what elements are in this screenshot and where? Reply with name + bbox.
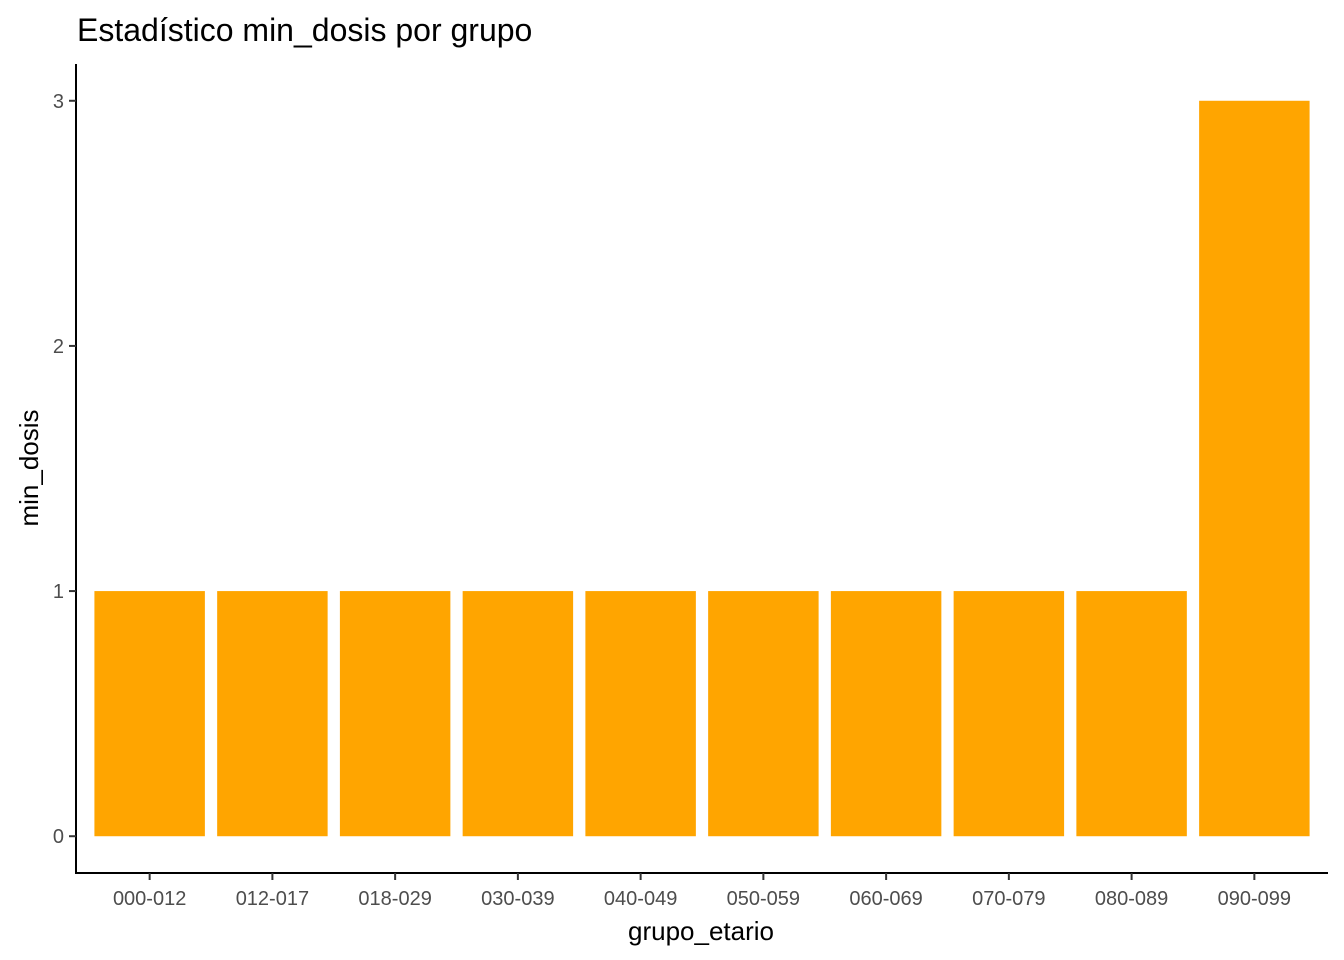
bars-group (94, 100, 1310, 837)
bar-070-079 (953, 591, 1065, 837)
chart-title: Estadístico min_dosis por grupo (77, 12, 532, 48)
bar-000-012 (94, 591, 205, 837)
x-tick-label: 050-059 (727, 888, 800, 910)
bar-040-049 (585, 591, 696, 837)
x-tick-label: 090-099 (1218, 888, 1291, 910)
x-axis: 000-012 012-017 018-029 030-039 040-049 050-0… (75, 872, 1328, 910)
bar-018-029 (339, 591, 451, 837)
x-tick-label: 000-012 (113, 888, 186, 910)
bar-060-069 (830, 591, 942, 837)
y-tick-label: 3 (53, 91, 64, 113)
x-tick-label: 040-049 (604, 888, 677, 910)
x-tick-label: 070-079 (972, 888, 1045, 910)
y-tick-label: 0 (53, 826, 64, 848)
y-tick-label: 2 (53, 336, 64, 358)
x-tick-label: 080-089 (1095, 888, 1168, 910)
y-axis: 0 1 2 3 (53, 64, 77, 874)
bar-090-099 (1199, 100, 1310, 837)
x-axis-title: grupo_etario (628, 916, 774, 946)
x-tick-label: 012-017 (236, 888, 309, 910)
x-tick-label: 030-039 (481, 888, 554, 910)
y-axis-title: min_dosis (14, 409, 44, 526)
y-tick-label: 1 (53, 581, 64, 603)
x-tick-label: 060-069 (849, 888, 922, 910)
x-tick-label: 018-029 (358, 888, 431, 910)
bar-080-089 (1076, 591, 1187, 837)
bar-050-059 (708, 591, 819, 837)
bar-012-017 (217, 591, 328, 837)
bar-030-039 (462, 591, 574, 837)
